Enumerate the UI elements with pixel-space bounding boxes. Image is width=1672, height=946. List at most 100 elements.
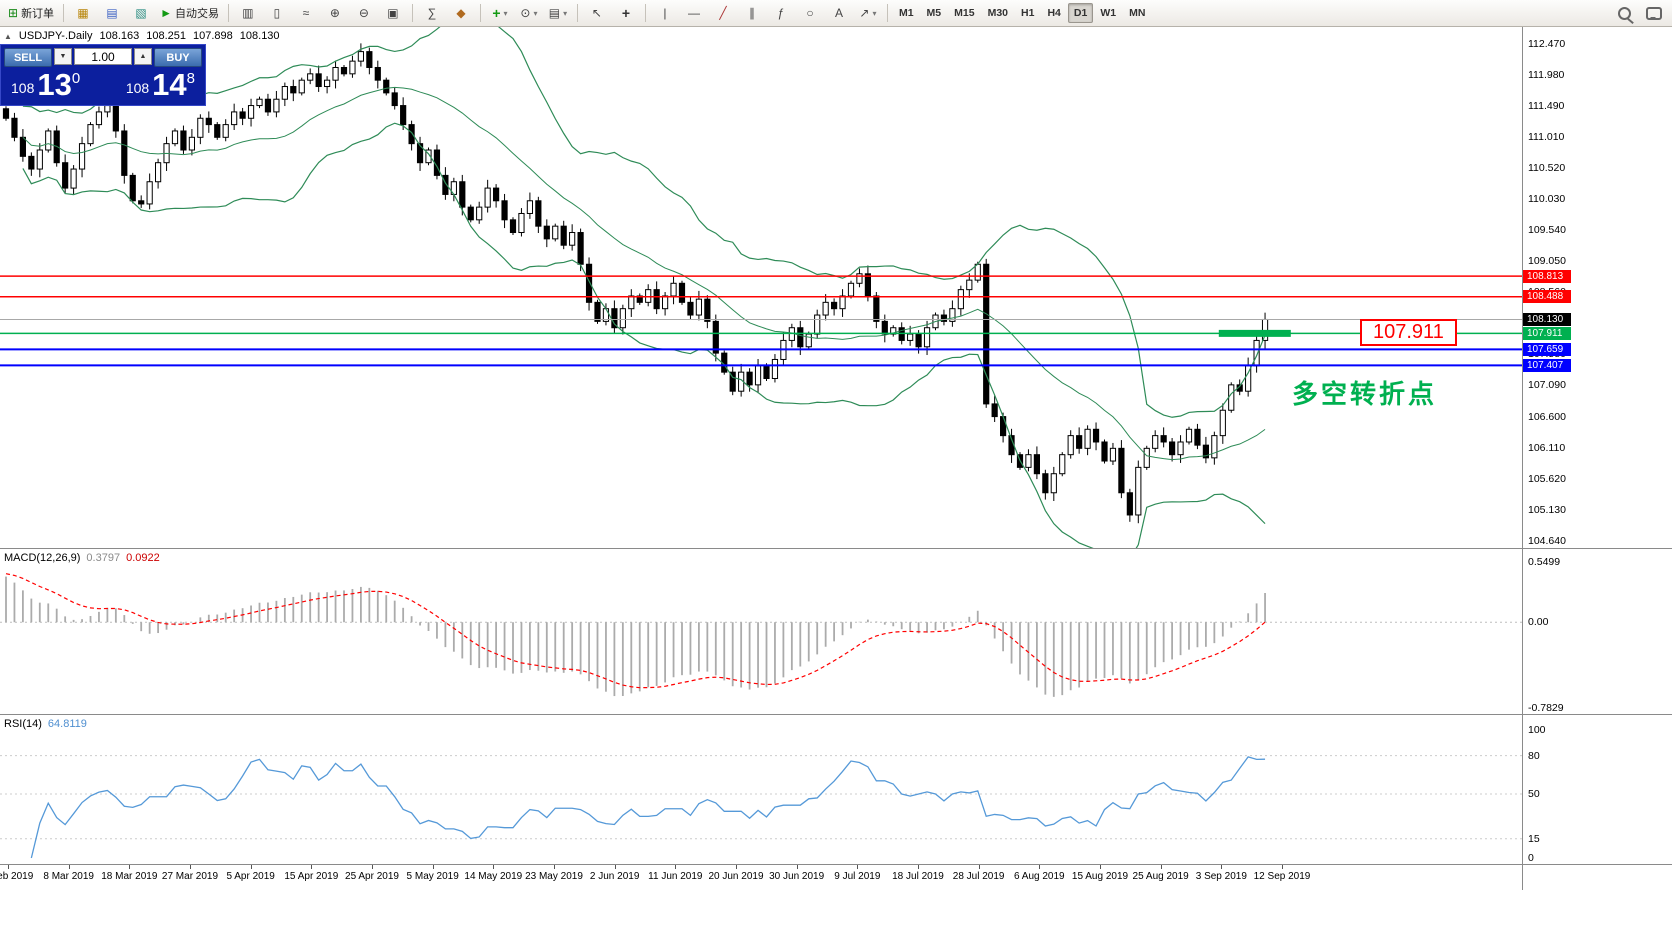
toolbar-button-indicators[interactable]: ∑ — [418, 2, 446, 24]
date-axis-label: 5 May 2019 — [406, 871, 459, 882]
zoom-out-icon: ⊖ — [358, 6, 369, 20]
price-marker-108.488: 108.488 — [1523, 290, 1571, 304]
timeframe-m15[interactable]: M15 — [954, 7, 975, 19]
date-axis-label: 11 Jun 2019 — [648, 871, 703, 882]
toolbar-button-autotrade[interactable]: ► 自动交易 — [156, 2, 223, 24]
price-marker-108.130: 108.130 — [1523, 312, 1571, 326]
date-axis-label: 6 Aug 2019 — [1014, 871, 1065, 882]
toolbar-button-fibonacci[interactable]: ƒ — [767, 2, 795, 24]
toolbar-button-add-indicator[interactable]: + ▾ — [486, 2, 514, 24]
toolbar-button-cursor[interactable]: ↖ — [583, 2, 611, 24]
sell-button[interactable]: SELL — [4, 48, 52, 67]
toolbar-button-horizontal-line[interactable]: — — [680, 2, 708, 24]
rsi-tick-label: 15 — [1528, 832, 1540, 845]
turning-point-text[interactable]: 多空转折点 — [1292, 379, 1438, 409]
date-tick — [735, 865, 737, 869]
bar-chart-icon: ▥ — [242, 6, 254, 20]
date-axis-label: 8 Mar 2019 — [43, 871, 94, 882]
bollinger-lower-band — [22, 122, 1266, 548]
toolbar-button-zoom-in[interactable]: ⊕ — [321, 2, 349, 24]
toolbar-button-arrange-windows[interactable]: ▣ — [379, 2, 407, 24]
buy-button[interactable]: BUY — [154, 48, 202, 67]
timeframe-h1[interactable]: H1 — [1021, 7, 1035, 19]
timeframe-h4[interactable]: H4 — [1047, 7, 1061, 19]
lot-increase-button[interactable]: ▲ — [134, 48, 152, 65]
price-axis-divider — [1522, 26, 1523, 890]
bid-price[interactable]: 108 13 0 — [11, 69, 80, 100]
toolbar-button-feedback[interactable] — [1640, 2, 1668, 24]
arrange-windows-icon: ▣ — [387, 6, 399, 20]
date-tick — [675, 865, 677, 869]
toolbar-separator — [479, 4, 481, 22]
toolbar-button-crosshair[interactable]: + — [612, 2, 640, 24]
toolbar-button-ellipse[interactable]: ○ — [796, 2, 824, 24]
toolbar-button-search[interactable] — [1611, 2, 1639, 24]
date-axis-label: 2 Jun 2019 — [589, 871, 640, 882]
expand-icon[interactable]: ▲ — [4, 31, 12, 41]
price-callout-label[interactable]: 107.911 — [1360, 319, 1457, 346]
rsi-label: RSI(14) 64.8119 — [4, 718, 87, 730]
toolbar-button-text[interactable]: A — [825, 2, 853, 24]
date-tick — [432, 865, 434, 869]
panel-divider[interactable] — [0, 548, 1672, 549]
rsi-panel-svg[interactable] — [0, 715, 1522, 864]
toolbar-button-vertical-line[interactable]: | — [651, 2, 679, 24]
vertical-line-icon: | — [663, 6, 667, 20]
date-axis-label: 28 Jul 2019 — [952, 871, 1005, 882]
text-icon: A — [834, 6, 843, 20]
price-axis[interactable]: 112.470 111.980 111.490 111.010 110.520 110.0… — [1522, 0, 1672, 946]
toolbar-button-trendline[interactable]: ╱ — [709, 2, 737, 24]
bollinger-middle-band — [22, 86, 1266, 461]
lot-decrease-button[interactable]: ▼ — [54, 48, 72, 65]
toolbar-separator — [411, 4, 413, 22]
toolbar-separator — [886, 4, 888, 22]
timeframe-mn[interactable]: MN — [1129, 7, 1146, 19]
crosshair-icon: + — [621, 5, 631, 21]
rsi-tick-label: 80 — [1528, 749, 1540, 762]
date-tick — [614, 865, 616, 869]
toolbar-button-navigator[interactable]: ▧ — [127, 2, 155, 24]
toolbar-button-templates[interactable]: ▤ ▾ — [544, 2, 572, 24]
timeframe-m1[interactable]: M1 — [898, 7, 914, 19]
main-chart-svg[interactable] — [0, 26, 1522, 548]
price-tick-label: 110.030 — [1528, 192, 1566, 205]
toolbar-button-channel[interactable]: ∥ — [738, 2, 766, 24]
toolbar-button-period[interactable]: ⊙ ▾ — [515, 2, 543, 24]
candlestick-series — [2, 43, 1269, 524]
ask-big: 14 — [152, 67, 187, 102]
toolbar-button-zoom-out[interactable]: ⊖ — [350, 2, 378, 24]
level-highlight-segment[interactable] — [1218, 329, 1291, 337]
panel-divider[interactable] — [0, 714, 1672, 715]
toolbar-button-charts[interactable]: ▦ — [69, 2, 97, 24]
timeframe-m5[interactable]: M5 — [926, 7, 942, 19]
macd-panel-svg[interactable] — [0, 549, 1522, 714]
rsi-line — [30, 756, 1266, 859]
toolbar-button-candle-chart[interactable]: ▯ — [263, 2, 291, 24]
lot-size-input[interactable]: 1.00 — [74, 48, 132, 65]
charts-icon: ▦ — [77, 6, 89, 20]
date-axis-label: 30 Jun 2019 — [769, 871, 825, 882]
timeframe-d1[interactable]: D1 — [1067, 3, 1094, 23]
dropdown-arrow-icon: ▾ — [872, 8, 877, 18]
date-tick — [129, 865, 131, 869]
toolbar-separator — [644, 4, 646, 22]
date-axis-divider — [0, 864, 1672, 865]
toolbar-button-new-order[interactable]: ⊞ 新订单 — [4, 2, 58, 24]
timeframe-m30[interactable]: M30 — [987, 7, 1009, 19]
date-tick — [68, 865, 70, 869]
date-axis-label: 5 Apr 2019 — [226, 871, 275, 882]
date-tick — [917, 865, 919, 869]
toolbar-button-profiles[interactable]: ▤ — [98, 2, 126, 24]
toolbar-button-line-chart[interactable]: ≈ — [292, 2, 320, 24]
price-marker-107.911: 107.911 — [1523, 326, 1571, 340]
one-click-trading-panel: SELL ▼ 1.00 ▲ BUY 108 13 0 108 14 8 — [0, 44, 206, 106]
toolbar-button-bar-chart[interactable]: ▥ — [234, 2, 262, 24]
toolbar-button-arrows[interactable]: ↗ ▾ — [854, 2, 882, 24]
feedback-icon — [1646, 6, 1662, 20]
ask-pip: 8 — [186, 70, 195, 87]
date-tick — [796, 865, 798, 869]
toolbar-button-objects-list[interactable]: ◆ — [447, 2, 475, 24]
ask-price[interactable]: 108 14 8 — [126, 69, 195, 100]
timeframe-w1[interactable]: W1 — [1100, 7, 1117, 19]
